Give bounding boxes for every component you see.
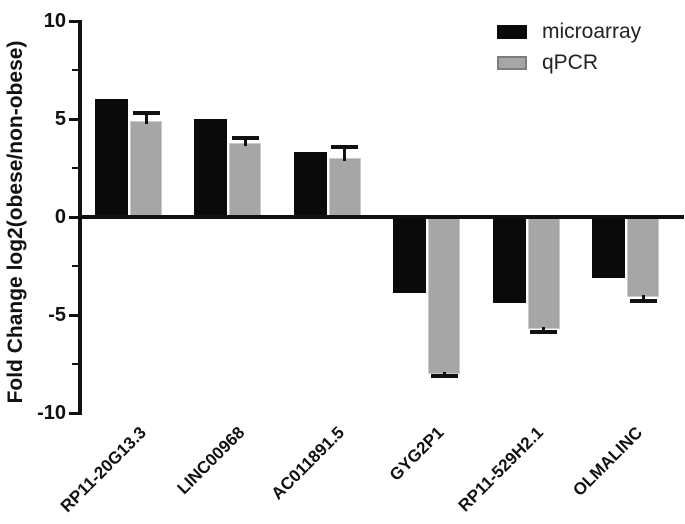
y-tick-label: -10 — [37, 402, 66, 424]
bar-microarray-OLMALINC — [592, 217, 625, 278]
bar-qPCR-LINC00968 — [229, 142, 262, 219]
y-tick-label: 5 — [54, 108, 66, 130]
y-tick-label: 10 — [43, 10, 66, 32]
bar-microarray-RP11-529H2.1 — [492, 217, 526, 304]
error-bar-cap — [231, 135, 259, 140]
bar-qPCR-RP11-529H2.1 — [527, 217, 560, 329]
bar-qPCR-OLMALINC — [627, 217, 659, 298]
x-category-label: OLMALINC — [569, 423, 647, 500]
error-bar-stem — [343, 147, 347, 162]
legend-item-microarray: microarray — [497, 21, 641, 43]
y-minor-tick — [72, 69, 78, 71]
error-bar-cap — [629, 299, 657, 304]
y-minor-tick — [72, 265, 78, 267]
legend-label: qPCR — [542, 51, 599, 74]
y-major-tick — [69, 411, 78, 415]
bar-qPCR-AC011891.5 — [328, 158, 361, 219]
legend-swatch-microarray — [497, 25, 527, 39]
x-category-label: AC011891.5 — [267, 423, 349, 504]
x-category-label: RP11-529H2.1 — [454, 423, 548, 516]
y-major-tick — [69, 215, 78, 219]
error-bar-stem — [542, 326, 546, 332]
error-bar-stem — [243, 137, 247, 146]
y-tick-label: -5 — [48, 304, 66, 326]
error-bar-cap — [331, 145, 359, 150]
legend-item-qPCR: qPCR — [497, 52, 641, 74]
x-category-label: GYG2P1 — [386, 423, 448, 485]
legend-swatch-qPCR — [497, 56, 527, 70]
error-bar-cap — [530, 329, 558, 334]
y-major-tick — [69, 117, 78, 121]
x-category-label: RP11-20G13.3 — [56, 423, 150, 516]
error-bar-cap — [430, 373, 458, 378]
error-bar-stem — [144, 113, 148, 124]
y-tick-label: 0 — [54, 206, 66, 228]
bar-qPCR-GYG2P1 — [428, 217, 461, 374]
bar-microarray-RP11-20G13.3 — [95, 99, 128, 219]
y-major-tick — [69, 19, 78, 23]
error-bar-stem — [641, 295, 645, 302]
bar-microarray-AC011891.5 — [293, 152, 327, 219]
y-major-tick — [69, 313, 78, 317]
legend: microarray qPCR — [497, 21, 641, 83]
bar-microarray-GYG2P1 — [393, 217, 427, 294]
x-axis-baseline — [78, 215, 684, 219]
bar-microarray-LINC00968 — [194, 119, 228, 219]
x-category-label: LINC00968 — [173, 423, 249, 498]
bar-qPCR-RP11-20G13.3 — [130, 120, 162, 219]
error-bar-cap — [132, 111, 160, 116]
legend-label: microarray — [542, 20, 642, 43]
y-minor-tick — [72, 363, 78, 365]
y-minor-tick — [72, 167, 78, 169]
